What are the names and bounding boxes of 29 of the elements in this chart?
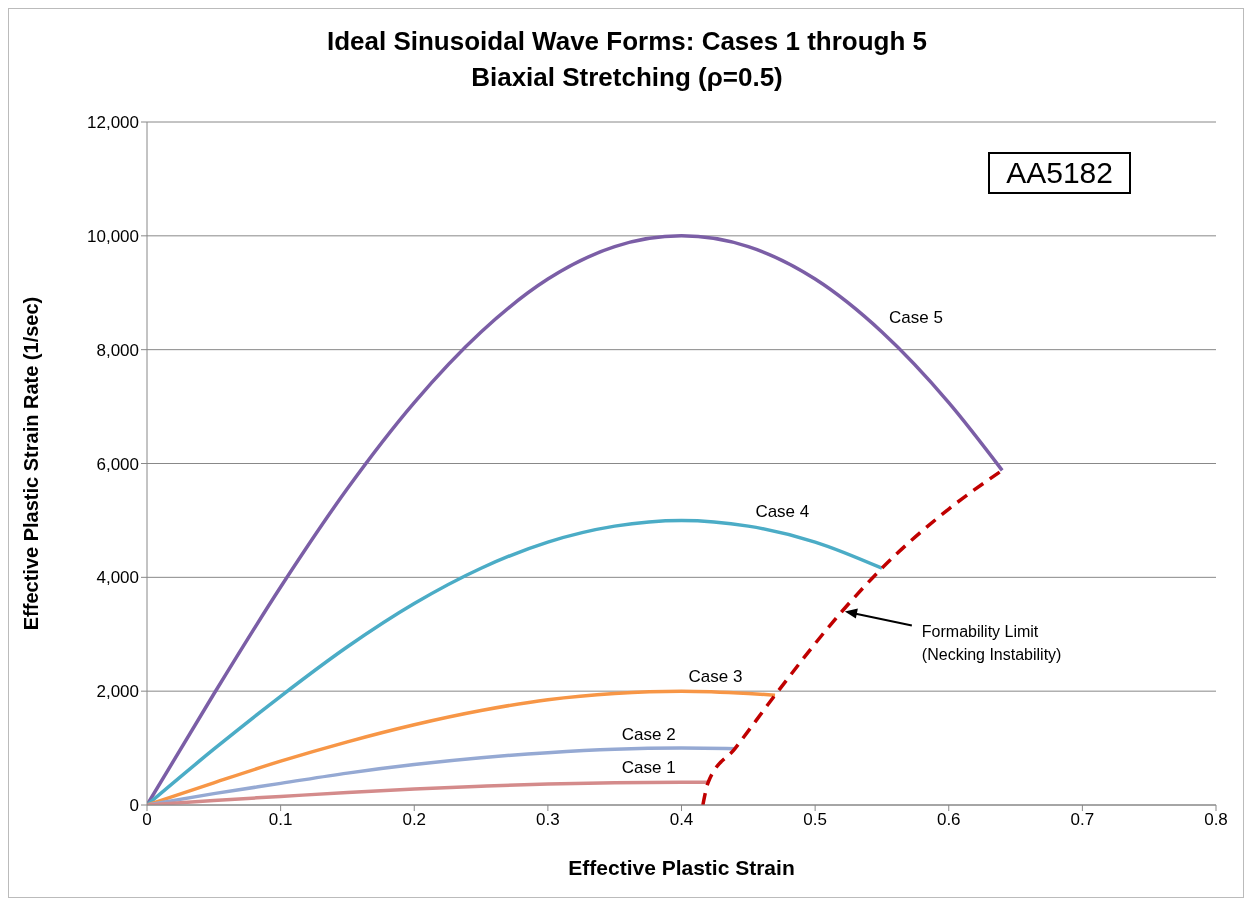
chart-title: Ideal Sinusoidal Wave Forms: Cases 1 through 5 Biaxial Stretching (ρ=0.5): [325, 25, 929, 94]
x-tick-label: 0.5: [803, 810, 827, 830]
x-tick-label: 0.2: [402, 810, 427, 830]
annotation: Formability Limit (Necking Instability): [921, 623, 1062, 664]
x-tick-label: 0: [142, 810, 152, 830]
x-tick-label: 0.4: [669, 810, 694, 830]
y-axis-title: Effective Plastic Strain Rate (1/sec): [20, 296, 43, 631]
x-axis-title: Effective Plastic Strain: [568, 856, 795, 879]
x-tick-label: 0.7: [1070, 810, 1095, 830]
line-series: [147, 518, 884, 805]
series-label: Case 1: [621, 758, 676, 778]
y-tick-label: 4,000: [96, 568, 139, 588]
y-tick-label: 2,000: [96, 682, 139, 702]
x-tick-label: 0.8: [1204, 810, 1228, 830]
x-tick-label: 0.6: [936, 810, 961, 830]
x-tick-label: 0.3: [536, 810, 560, 830]
y-tick-label: 12,000: [87, 113, 139, 133]
annotation: AA5182: [988, 152, 1131, 194]
series-label: Case 5: [889, 307, 943, 327]
series-label: Case 4: [755, 501, 810, 521]
y-tick-label: 10,000: [87, 226, 139, 246]
series-label: Case 3: [688, 666, 743, 686]
line-series: [147, 689, 777, 805]
x-tick-label: 0.1: [268, 810, 293, 830]
line-series: [147, 780, 710, 805]
y-tick-label: 0: [129, 796, 139, 816]
y-tick-label: 6,000: [96, 454, 139, 474]
series-label: Case 2: [621, 724, 676, 744]
y-tick-label: 8,000: [96, 340, 139, 360]
